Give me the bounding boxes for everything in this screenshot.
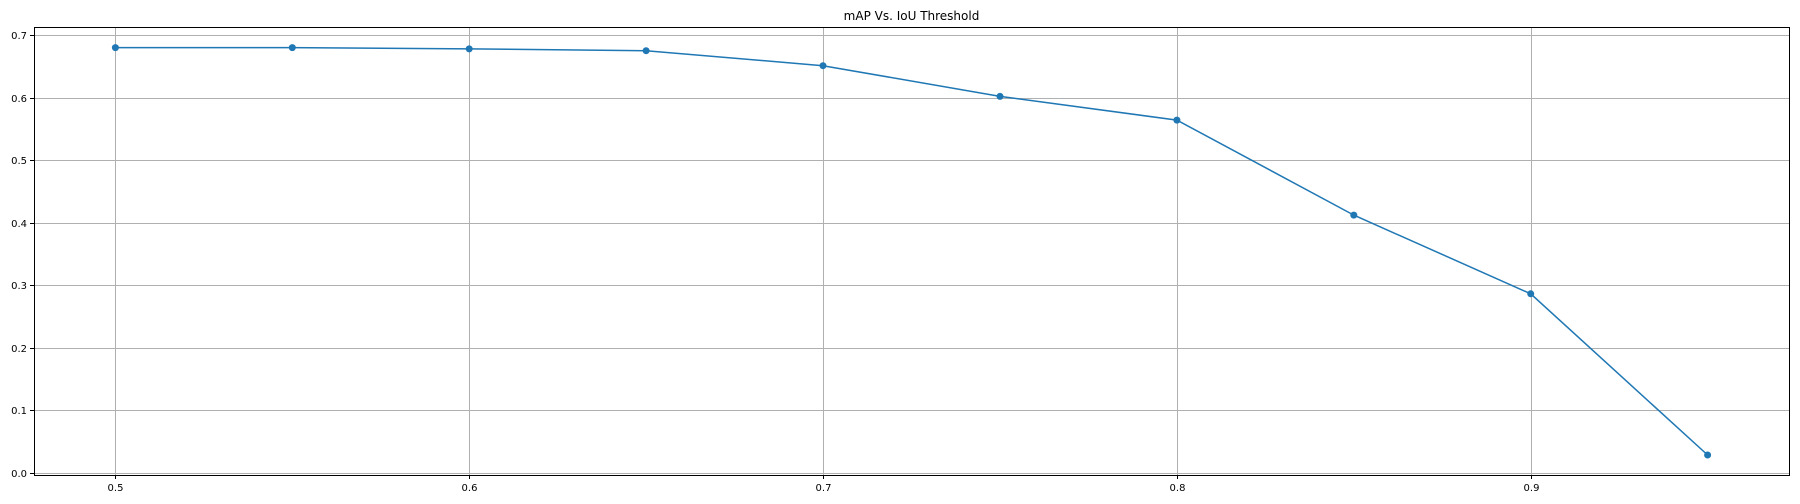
data-point — [996, 92, 1004, 100]
x-tick-label: 0.5 — [108, 483, 124, 494]
data-point — [819, 62, 827, 70]
x-tick-label: 0.8 — [1170, 483, 1186, 494]
data-points — [111, 44, 1712, 459]
y-tick-label: 0.7 — [11, 31, 27, 42]
y-tick-label: 0.0 — [11, 469, 27, 480]
chart-title: mAP Vs. IoU Threshold — [844, 9, 980, 23]
data-point — [1173, 116, 1181, 124]
data-point — [1527, 290, 1535, 298]
y-tick-label: 0.4 — [11, 219, 27, 230]
y-tick-label: 0.5 — [11, 156, 27, 167]
y-tick-label: 0.2 — [11, 344, 27, 355]
x-axis: 0.5 0.6 0.7 0.8 0.9 — [108, 475, 1540, 494]
data-point — [288, 44, 296, 52]
series-line-0 — [115, 46, 1709, 456]
y-tick-label: 0.3 — [11, 281, 27, 292]
grid — [34, 27, 1789, 475]
y-tick-label: 0.6 — [11, 94, 27, 105]
data-point — [465, 45, 473, 53]
data-point — [111, 44, 119, 52]
data-point — [1350, 211, 1358, 219]
x-tick-label: 0.9 — [1524, 483, 1540, 494]
data-point — [642, 47, 650, 55]
x-tick-label: 0.7 — [816, 483, 832, 494]
x-tick-label: 0.6 — [462, 483, 478, 494]
y-axis: 0.0 0.1 0.2 0.3 0.4 0.5 0.6 0.7 — [11, 31, 34, 480]
data-point — [1704, 451, 1712, 459]
y-tick-label: 0.1 — [11, 406, 27, 417]
plot-frame — [34, 27, 1790, 476]
series-line-layer — [115, 46, 1709, 456]
